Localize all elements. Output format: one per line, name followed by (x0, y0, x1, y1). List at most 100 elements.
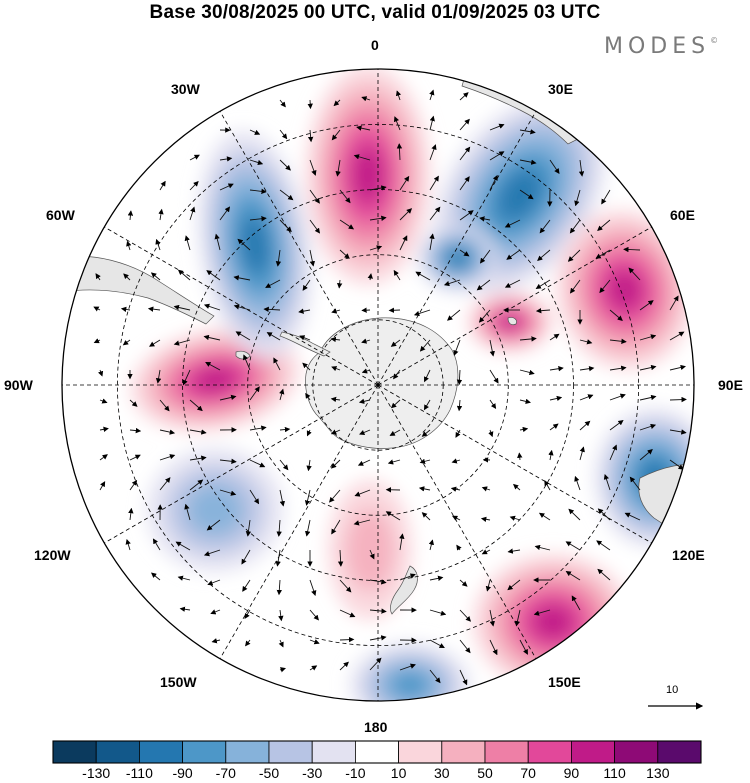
wind-arrow (488, 429, 494, 438)
wind-arrow (309, 249, 316, 267)
wind-arrow (369, 549, 375, 560)
wind-arrow (549, 159, 560, 175)
wind-arrow (219, 156, 233, 162)
wind-arrow (479, 249, 491, 264)
wind-arrow (421, 429, 431, 437)
wind-arrow (189, 154, 200, 161)
wind-arrow (609, 444, 618, 461)
wind-arrow (275, 549, 281, 567)
wind-arrow (99, 481, 106, 491)
wind-arrow (571, 595, 581, 611)
wind-arrow (514, 609, 521, 627)
wind-arrow (309, 665, 318, 671)
wind-arrow (639, 364, 657, 371)
wind-arrow (175, 541, 191, 551)
wind-arrow (609, 419, 624, 431)
wind-arrow (129, 479, 138, 491)
positive-anomaly-contour (351, 146, 385, 204)
wind-arrow (519, 159, 537, 165)
wind-arrow (309, 579, 317, 596)
wind-arrow (241, 549, 251, 565)
wind-arrow (459, 639, 471, 654)
wind-arrow (299, 335, 311, 341)
lon-label-120w: 120W (34, 547, 71, 563)
wind-arrow (129, 454, 141, 461)
colorbar-swatch (354, 740, 399, 764)
wind-arrow (203, 549, 221, 557)
wind-arrow (428, 539, 435, 551)
wind-arrow (489, 609, 495, 627)
colorbar-tick-label: 10 (390, 765, 407, 781)
wind-arrow (452, 515, 461, 521)
latitude-circle (182, 189, 574, 581)
wind-arrow (480, 516, 491, 522)
colorbar-swatch (657, 740, 702, 764)
wind-arrow (361, 96, 371, 102)
wind-arrow (266, 332, 281, 341)
wind-arrow (335, 159, 341, 177)
wind-arrow (125, 538, 131, 551)
wind-arrow (278, 639, 284, 648)
wind-arrow (443, 279, 461, 287)
wind-arrow (329, 489, 341, 503)
wind-arrow (189, 399, 203, 412)
wind-arrow (569, 219, 581, 234)
wind-arrow (478, 309, 491, 323)
colorbar-tick-label: 70 (520, 765, 536, 781)
wind-arrow (565, 541, 581, 551)
wind-arrow (306, 459, 312, 472)
wind-arrow (309, 219, 321, 234)
wind-arrow (207, 579, 221, 586)
wind-arrow (419, 458, 431, 464)
wind-arrow (418, 486, 431, 492)
wind-arrow (159, 454, 176, 461)
colorbar-swatch (527, 740, 572, 764)
antarctic-peninsula (279, 331, 331, 357)
wind-arrow (623, 246, 641, 253)
lon-label-30w: 30W (171, 81, 200, 97)
wind-arrow (504, 279, 521, 288)
wind-arrow (243, 354, 251, 371)
wind-arrow (249, 129, 261, 135)
wind-arrow (413, 309, 431, 317)
wind-arrow (128, 507, 134, 521)
wind-arrow (189, 180, 199, 191)
wind-arrow (459, 249, 470, 257)
wind-arrow (279, 489, 286, 507)
wind-arrow (639, 449, 653, 461)
wind-arrow (429, 206, 441, 221)
wind-arrow (339, 249, 350, 259)
wind-arrow (549, 333, 560, 341)
wind-arrow (519, 426, 529, 433)
wind-arrow (205, 361, 221, 371)
wind-arrow (173, 339, 191, 346)
colorbar-tick-label: -130 (82, 765, 111, 781)
wind-arrow (479, 216, 491, 222)
wind-arrow (353, 519, 371, 526)
wind-arrow (455, 429, 461, 438)
wind-arrow (565, 571, 581, 581)
wind-arrow (127, 210, 134, 221)
kerguelen-island (507, 317, 517, 326)
colorbar-swatch (311, 740, 356, 764)
wind-arrow (249, 386, 260, 401)
colorbar-tick-label: -30 (302, 765, 323, 781)
wind-arrow (519, 398, 531, 404)
wind-arrow (534, 544, 551, 551)
wind-arrow (219, 394, 237, 401)
wind-arrow (429, 233, 435, 251)
brand-name: MODES (604, 34, 711, 59)
wind-arrow (537, 249, 551, 261)
modes-logo: MODES© (604, 34, 718, 59)
wind-arrow (276, 519, 282, 537)
wind-arrow (302, 279, 311, 291)
wind-arrow (429, 115, 435, 131)
wind-arrow (519, 639, 528, 655)
wind-arrow (358, 398, 371, 404)
wind-arrow (330, 336, 341, 343)
wind-arrow (189, 479, 204, 491)
meridian-line (104, 384, 379, 544)
wind-arrow (265, 279, 281, 288)
wind-arrow (305, 392, 311, 401)
